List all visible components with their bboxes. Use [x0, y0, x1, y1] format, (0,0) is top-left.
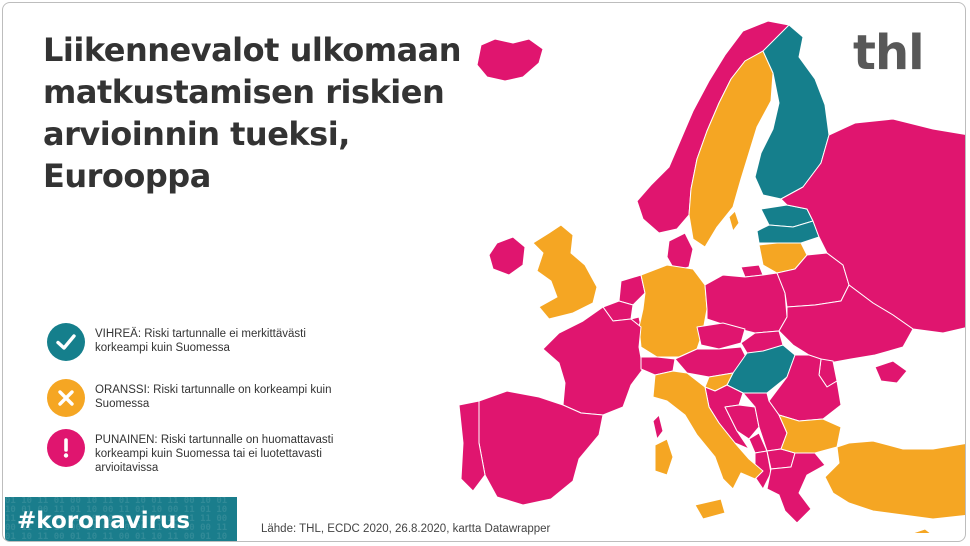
region-sardinia: [654, 438, 674, 476]
region-bulgaria: [778, 414, 842, 454]
check-icon: [47, 323, 85, 361]
region-uk: [532, 224, 598, 320]
region-italy: [652, 370, 764, 490]
hashtag-pattern: 01 10 11 01 00 10 11 01 10 01 11 00 10 0…: [5, 497, 228, 542]
thl-logo: thl: [853, 25, 925, 81]
region-france: [542, 306, 644, 416]
region-greece: [766, 452, 826, 524]
region-cyprus: [912, 528, 932, 533]
legend-text-green: VIHREÄ: Riski tartunnalle ei merkittäväs…: [95, 328, 306, 354]
region-czechia: [696, 322, 746, 350]
region-corsica: [652, 414, 664, 440]
legend-text-red: PUNAINEN: Riski tartunnalle on huomattav…: [95, 434, 334, 474]
region-sweden: [688, 50, 774, 248]
hashtag-banner: 01 10 11 01 00 10 11 01 10 01 11 00 10 0…: [5, 497, 237, 542]
region-crimea: [874, 360, 908, 384]
region-netherlands: [618, 274, 646, 306]
region-sicily: [694, 498, 726, 520]
legend-text-orange: ORANSSI: Riski tartunnalle on korkeampi …: [95, 384, 332, 410]
exclamation-icon: [47, 429, 85, 467]
cross-icon: [47, 379, 85, 417]
page-title: Liikennevalot ulkomaan matkustamisen ris…: [43, 31, 462, 195]
source-text: Lähde: THL, ECDC 2020, 26.8.2020, kartta…: [261, 523, 551, 535]
region-germany: [638, 264, 708, 358]
region-spain: [478, 390, 604, 506]
region-ireland: [488, 236, 526, 276]
region-gotland: [728, 210, 740, 232]
region-denmark: [666, 232, 694, 272]
region-iceland: [476, 38, 544, 82]
europe-map: [458, 20, 965, 533]
region-ukraine: [778, 284, 914, 364]
region-portugal: [458, 400, 486, 492]
hashtag-text: #koronavirus: [17, 508, 191, 534]
region-turkey: [824, 440, 965, 520]
